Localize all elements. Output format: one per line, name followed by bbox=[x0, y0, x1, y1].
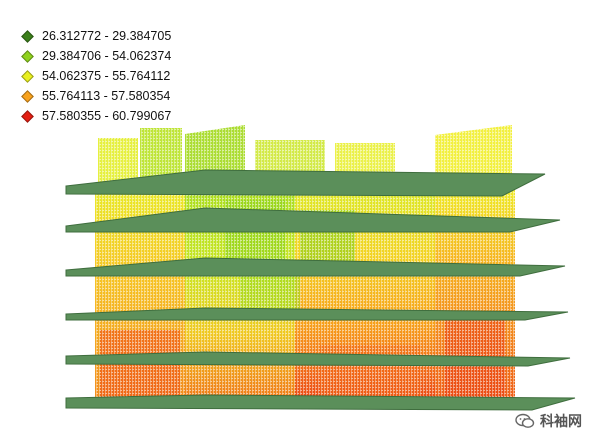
legend-item: 26.312772 - 29.384705 bbox=[20, 26, 220, 46]
legend-label: 26.312772 - 29.384705 bbox=[42, 29, 172, 43]
watermark-text: 科袖网 bbox=[540, 413, 582, 429]
watermark: 科袖网 bbox=[515, 411, 582, 431]
wechat-icon bbox=[515, 413, 535, 428]
floor-slabs bbox=[65, 169, 576, 411]
legend-item: 54.062375 - 55.764112 bbox=[20, 66, 220, 86]
legend-label: 57.580355 - 60.799067 bbox=[42, 109, 172, 123]
legend-item: 55.764113 - 57.580354 bbox=[20, 86, 220, 106]
floor-slab-4 bbox=[65, 257, 566, 277]
legend-label: 55.764113 - 57.580354 bbox=[42, 89, 171, 103]
floor-slab-2 bbox=[65, 351, 571, 367]
floor-slab-6 bbox=[65, 169, 546, 197]
legend-item: 29.384706 - 54.062374 bbox=[20, 46, 220, 66]
floor-slab-1 bbox=[65, 394, 576, 411]
legend-item: 57.580355 - 60.799067 bbox=[20, 106, 220, 126]
floor-slab-3 bbox=[65, 307, 569, 321]
legend-label: 29.384706 - 54.062374 bbox=[42, 49, 172, 63]
floor-slab-5 bbox=[65, 207, 561, 233]
legend: 26.312772 - 29.384705 29.384706 - 54.062… bbox=[20, 26, 220, 126]
legend-label: 54.062375 - 55.764112 bbox=[42, 69, 171, 83]
